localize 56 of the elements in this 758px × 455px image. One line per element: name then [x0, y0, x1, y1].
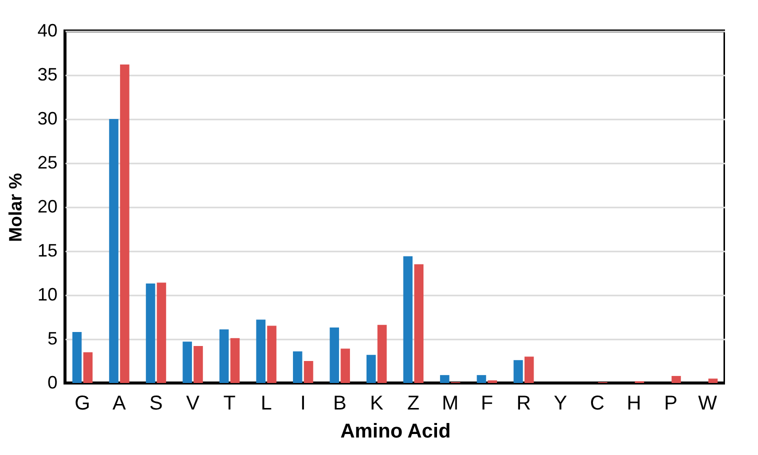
- y-tick-label: 0: [47, 372, 58, 392]
- x-tick-label: R: [516, 392, 531, 414]
- y-tick-label: 15: [37, 240, 58, 260]
- bar: [476, 375, 486, 383]
- bar: [304, 361, 314, 383]
- x-tick-label: L: [260, 392, 272, 414]
- x-tick-label: K: [370, 392, 384, 414]
- bar: [440, 375, 450, 383]
- x-tick-label: P: [664, 392, 678, 414]
- y-tick-label: 20: [37, 196, 58, 216]
- bar: [524, 356, 534, 383]
- bar: [292, 351, 302, 383]
- bar: [146, 284, 156, 383]
- x-tick-label: B: [333, 392, 347, 414]
- x-tick-label: C: [590, 392, 604, 414]
- bar: [72, 332, 82, 383]
- bar: [403, 256, 413, 383]
- y-tick-label: 35: [37, 64, 58, 84]
- y-tick-label: 30: [37, 108, 58, 128]
- y-tick-label: 25: [37, 152, 58, 172]
- bar: [219, 329, 229, 383]
- y-tick-label: 5: [47, 328, 58, 348]
- bar: [194, 346, 203, 383]
- x-tick-label: I: [300, 392, 306, 414]
- x-tick-label: Z: [407, 392, 420, 414]
- x-tick-label: S: [149, 392, 163, 414]
- bar: [340, 348, 350, 383]
- x-tick-label: Y: [554, 392, 568, 414]
- y-tick-label: 40: [37, 20, 58, 40]
- x-tick-label: F: [480, 392, 494, 414]
- bar: [514, 360, 523, 383]
- bar: [182, 342, 192, 383]
- x-tick-label: G: [74, 392, 90, 414]
- bar: [488, 380, 498, 383]
- x-tick-label: T: [223, 392, 236, 414]
- bar: [156, 282, 166, 383]
- x-tick-label: H: [626, 392, 642, 414]
- bar: [83, 352, 93, 383]
- y-axis-title: Molar %: [5, 172, 26, 242]
- y-tick-label: 10: [37, 284, 58, 304]
- bar: [109, 119, 118, 383]
- bar: [330, 328, 340, 383]
- x-tick-label: M: [442, 392, 458, 414]
- bar: [366, 354, 376, 383]
- bar: [230, 338, 240, 383]
- x-axis-title: Amino Acid: [340, 420, 451, 442]
- bar: [672, 376, 681, 383]
- bar: [120, 64, 130, 383]
- x-tick-label: A: [112, 392, 127, 414]
- x-tick-label: V: [186, 392, 200, 414]
- bar: [267, 326, 276, 383]
- bar: [708, 378, 718, 383]
- bar: [377, 324, 387, 383]
- x-tick-label: W: [698, 392, 718, 414]
- bar: [256, 320, 266, 383]
- bar: [414, 264, 424, 383]
